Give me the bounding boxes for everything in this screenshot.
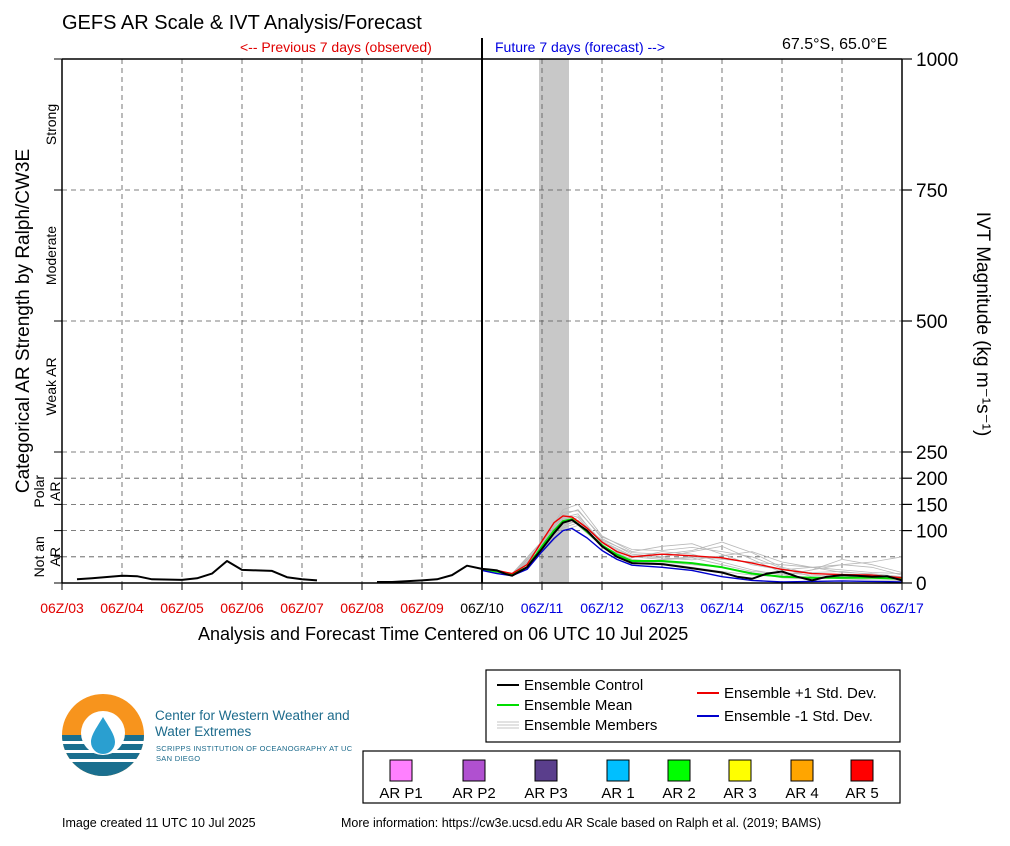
ar-scale-label: AR 1 xyxy=(601,785,634,802)
category-label-group: Strong xyxy=(43,104,59,145)
category-label-group: Moderate xyxy=(43,226,59,285)
x-tick-label: 06Z/03 xyxy=(40,600,84,616)
ensemble-control-line xyxy=(377,519,903,583)
category-label: AR xyxy=(47,547,63,566)
future-period-label: Future 7 days (forecast) --> xyxy=(495,39,666,55)
x-tick-label: 06Z/05 xyxy=(160,600,204,616)
ar-scale-swatch xyxy=(534,759,558,782)
x-tick-label: 06Z/10 xyxy=(460,600,504,616)
ar-scale-label: AR P1 xyxy=(379,785,422,802)
category-label: Polar xyxy=(31,475,47,508)
ensemble-1-std-dev-line xyxy=(481,515,903,579)
more-info-label: More information: https://cw3e.ucsd.edu … xyxy=(341,816,822,830)
x-tick-label: 06Z/14 xyxy=(700,600,744,616)
left-axis-title: Categorical AR Strength by Ralph/CW3E xyxy=(13,149,34,493)
x-tick-label: 06Z/09 xyxy=(400,600,444,616)
water-drop-icon xyxy=(91,717,115,754)
ar-scale-swatch xyxy=(462,759,486,782)
ar-scale-swatch xyxy=(728,759,752,782)
y-tick-label: 500 xyxy=(916,312,948,333)
legend-label: Ensemble +1 Std. Dev. xyxy=(724,685,877,702)
category-label: AR xyxy=(47,482,63,501)
ensemble-control-line xyxy=(76,560,318,582)
x-tick-label: 06Z/15 xyxy=(760,600,804,616)
previous-period-label: <-- Previous 7 days (observed) xyxy=(240,39,432,55)
line-legend-box xyxy=(485,669,901,743)
ar-scale-swatch xyxy=(606,759,630,782)
y-tick-label: 750 xyxy=(916,181,948,202)
category-label-group: Polar AR xyxy=(31,475,63,508)
ar-scale-label: AR P2 xyxy=(452,785,495,802)
x-tick-label: 06Z/06 xyxy=(220,600,264,616)
ar-scale-label: AR 4 xyxy=(785,785,818,802)
y-tick-label: 0 xyxy=(916,574,927,595)
legend-label: Ensemble Control xyxy=(524,677,643,694)
ar-scale-swatch xyxy=(850,759,874,782)
logo-subtitle: SCRIPPS INSTITUTION OF OCEANOGRAPHY AT U… xyxy=(156,744,353,763)
location-label: 67.5°S, 65.0°E xyxy=(782,36,888,53)
legend-label: Ensemble -1 Std. Dev. xyxy=(724,708,873,725)
x-tick-label: 06Z/11 xyxy=(521,600,564,616)
logo-title: Center for Western Weather and Water Ext… xyxy=(155,708,350,739)
ar-scale-swatch xyxy=(389,759,413,782)
category-label-group: Weak AR xyxy=(43,357,59,415)
y-tick-label: 250 xyxy=(916,443,948,464)
category-label-group: Not an AR xyxy=(31,536,63,577)
category-label: Not an xyxy=(31,536,47,577)
image-created-label: Image created 11 UTC 10 Jul 2025 xyxy=(62,816,256,830)
chart-title: GEFS AR Scale & IVT Analysis/Forecast xyxy=(62,12,422,34)
cw3e-logo xyxy=(62,694,144,776)
logo-wave xyxy=(67,759,139,762)
y-tick-label: 100 xyxy=(916,522,948,543)
ar-scale-swatch xyxy=(667,759,691,782)
ar-scale-label: AR P3 xyxy=(524,785,567,802)
x-tick-label: 06Z/07 xyxy=(280,600,324,616)
ar-scale-label: AR 3 xyxy=(723,785,756,802)
legend-label: Ensemble Members xyxy=(524,717,657,734)
y-tick-label: 200 xyxy=(916,469,948,490)
ar-scale-label: AR 2 xyxy=(662,785,695,802)
category-label: Moderate xyxy=(43,226,59,285)
y-tick-label: 150 xyxy=(916,495,948,516)
legend-label: Ensemble Mean xyxy=(524,697,632,714)
x-tick-label: 06Z/08 xyxy=(340,600,384,616)
x-tick-label: 06Z/17 xyxy=(880,600,924,616)
x-tick-label: 06Z/04 xyxy=(100,600,144,616)
x-tick-label: 06Z/12 xyxy=(580,600,624,616)
logo-water xyxy=(62,735,144,776)
y-tick-label: 1000 xyxy=(916,50,958,71)
ensemble-1-std-dev-line xyxy=(481,527,903,583)
x-axis-title: Analysis and Forecast Time Centered on 0… xyxy=(198,624,689,644)
x-tick-label: 06Z/13 xyxy=(640,600,684,616)
right-axis-title: IVT Magnitude (kg m⁻¹s⁻¹) xyxy=(972,212,993,437)
category-label: Weak AR xyxy=(43,357,59,415)
x-tick-label: 06Z/16 xyxy=(820,600,864,616)
ar-scale-swatch xyxy=(790,759,814,782)
category-label: Strong xyxy=(43,104,59,145)
ar-scale-label: AR 5 xyxy=(845,785,878,802)
